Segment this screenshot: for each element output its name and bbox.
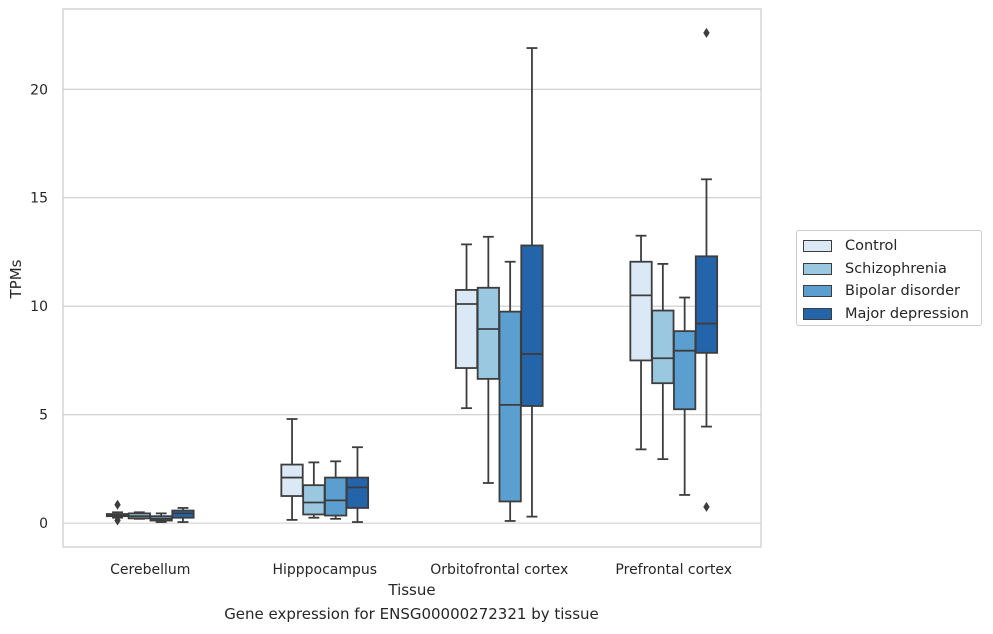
outlier-point [114, 499, 121, 510]
y-tick-labels: 0 5 10 15 20 [30, 82, 48, 532]
legend-item: Control [803, 235, 981, 258]
iqr-box [520, 244, 544, 407]
iqr-box [302, 484, 326, 516]
outlier-point [114, 515, 121, 526]
legend-label: Bipolar disorder [845, 283, 960, 300]
x-tick-label: Cerebellum [110, 562, 190, 578]
grid-lines [63, 88, 761, 524]
y-tick-label: 10 [30, 299, 48, 315]
y-tick-label: 0 [39, 516, 48, 532]
box-control [454, 243, 479, 410]
box-bipolar-disorder [324, 460, 348, 520]
box-major-depression [520, 47, 544, 518]
box-major-depression [345, 446, 370, 523]
iqr-box [454, 289, 479, 369]
box-bipolar-disorder [149, 512, 173, 523]
legend-label: Schizophrenia [845, 260, 947, 277]
outlier-point [703, 501, 710, 512]
box-schizophrenia [476, 235, 500, 484]
legend-swatch [803, 240, 832, 253]
plot-frame [62, 8, 762, 548]
box-bipolar-disorder [673, 296, 697, 496]
box-schizophrenia [651, 262, 675, 461]
legend-label: Major depression [845, 305, 969, 322]
box-schizophrenia [127, 511, 151, 520]
iqr-box [476, 286, 500, 380]
iqr-box [280, 463, 304, 497]
legend-label: Control [845, 238, 898, 255]
box-major-depression [694, 27, 719, 512]
iqr-box [498, 310, 522, 503]
x-tick-label: Prefrontal cortex [615, 562, 732, 578]
box-control [280, 418, 304, 521]
box-bipolar-disorder [498, 260, 522, 522]
box-schizophrenia [302, 461, 326, 519]
box-control [629, 234, 653, 451]
x-tick-labels: Cerebellum Hipppocampus Orbitofrontal cort… [110, 562, 732, 578]
legend-swatch [803, 262, 832, 275]
legend-item: Schizophrenia [803, 258, 981, 281]
iqr-box [651, 309, 675, 385]
iqr-box [694, 255, 719, 354]
y-tick-label: 20 [30, 82, 48, 98]
y-tick-label: 15 [30, 191, 48, 207]
x-tick-label: Orbitofrontal cortex [430, 562, 568, 578]
iqr-box [324, 476, 348, 517]
box-major-depression [171, 507, 195, 523]
legend-item: Bipolar disorder [803, 280, 981, 303]
legend-item: Major depression [803, 303, 981, 326]
y-axis-label: TPMs [7, 259, 25, 299]
legend-swatch [803, 307, 832, 320]
iqr-box [673, 330, 697, 411]
x-tick-label: Hipppocampus [272, 562, 377, 578]
outlier-point [703, 27, 710, 38]
iqr-box [629, 260, 653, 362]
legend-swatch [803, 285, 832, 298]
iqr-box [345, 476, 370, 509]
box-control [105, 499, 130, 526]
figure-caption: Gene expression for ENSG00000272321 by t… [224, 605, 599, 623]
boxes [105, 27, 719, 526]
x-axis-label: Tissue [387, 581, 435, 599]
y-tick-label: 5 [39, 408, 48, 424]
legend: Control Schizophrenia Bipolar disorder Majo… [796, 230, 982, 326]
